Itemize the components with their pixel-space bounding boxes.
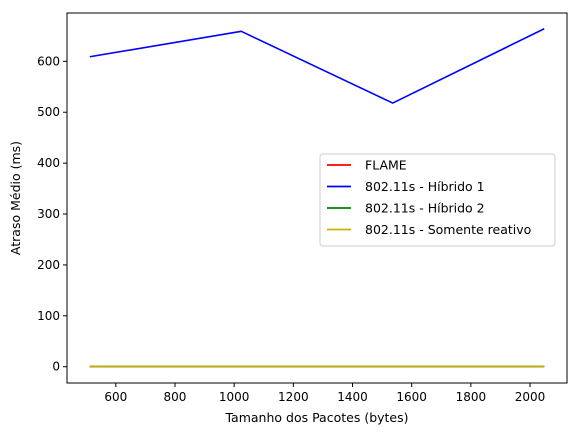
legend-box [319,153,556,247]
legend: FLAME 802.11s - Híbrido 1 802.11s - Híbrid… [319,153,556,247]
y-tick-label: 400 [37,156,60,170]
y-axis-label: Atraso Médio (ms) [8,141,23,255]
x-tick-label: 2000 [515,390,546,404]
x-tick-label: 1800 [456,390,487,404]
legend-entry: 802.11s - Híbrido 1 [365,179,485,194]
x-tick-label: 1600 [396,390,427,404]
x-tick-label: 1000 [219,390,250,404]
y-tick-label: 0 [52,360,60,374]
legend-entry: FLAME [365,158,407,173]
y-tick-label: 300 [37,207,60,221]
plot-frame [66,12,568,384]
legend-entry: 802.11s - Somente reativo [365,222,531,237]
y-tick-label: 600 [37,54,60,68]
y-tick-label: 200 [37,258,60,272]
x-axis-ticks: 600 800 1000 1200 1400 1600 1800 2000 [104,383,545,404]
x-tick-label: 1200 [278,390,309,404]
y-tick-label: 100 [37,309,60,323]
plot-lines [89,28,545,368]
y-tick-label: 500 [37,105,60,119]
series-line-2 [89,28,545,104]
legend-entry: 802.11s - Híbrido 2 [365,201,485,216]
x-tick-label: 800 [164,390,187,404]
y-axis-ticks: 0 100 200 300 400 500 600 [37,54,67,374]
x-tick-label: 600 [104,390,127,404]
x-axis-label: Tamanho dos Pacotes (bytes) [224,410,408,425]
x-tick-label: 1400 [337,390,368,404]
